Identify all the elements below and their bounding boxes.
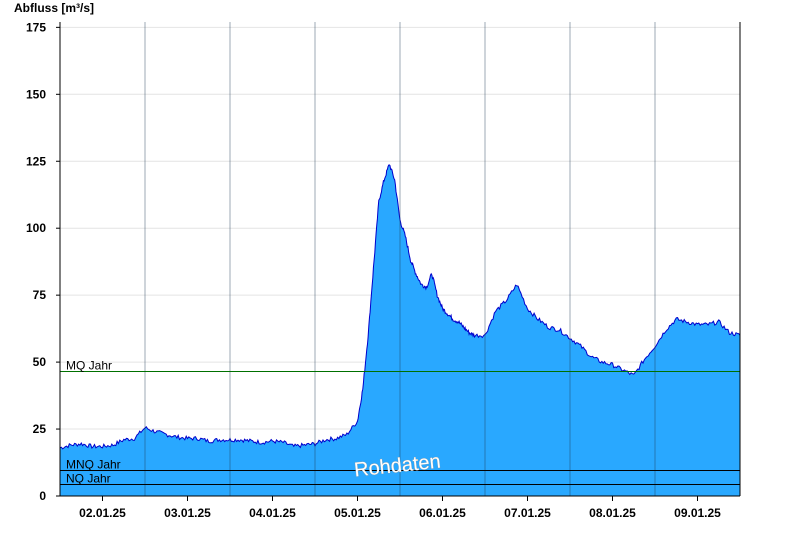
discharge-line [59, 164, 741, 450]
y-tick-label: 25 [33, 422, 47, 436]
y-axis-title: Abfluss [m³/s] [14, 1, 95, 15]
x-tick-label: 07.01.25 [504, 506, 551, 520]
y-tick-label: 50 [33, 355, 47, 369]
day-divider-lines [144, 22, 656, 496]
y-tick-label: 125 [26, 154, 46, 168]
y-tick-label: 0 [39, 489, 46, 503]
x-tick-label: 02.01.25 [79, 506, 126, 520]
y-tick-label: 150 [26, 87, 46, 101]
x-tick-label: 05.01.25 [334, 506, 381, 520]
x-tick-label: 03.01.25 [164, 506, 211, 520]
x-tick-label: 09.01.25 [674, 506, 721, 520]
reference-label: MQ Jahr [66, 358, 112, 372]
x-tick-label: 06.01.25 [419, 506, 466, 520]
y-tick-label: 75 [33, 288, 47, 302]
reference-label: MNQ Jahr [66, 458, 121, 472]
x-tick-label: 04.01.25 [249, 506, 296, 520]
x-tick-label: 08.01.25 [589, 506, 636, 520]
y-tick-label: 175 [26, 20, 46, 34]
axes: 0 25 50 75 100 125 150 175 02.01.25 03.01.25 04.01… [26, 20, 741, 520]
y-tick-label: 100 [26, 221, 46, 235]
reference-label: NQ Jahr [66, 471, 111, 485]
